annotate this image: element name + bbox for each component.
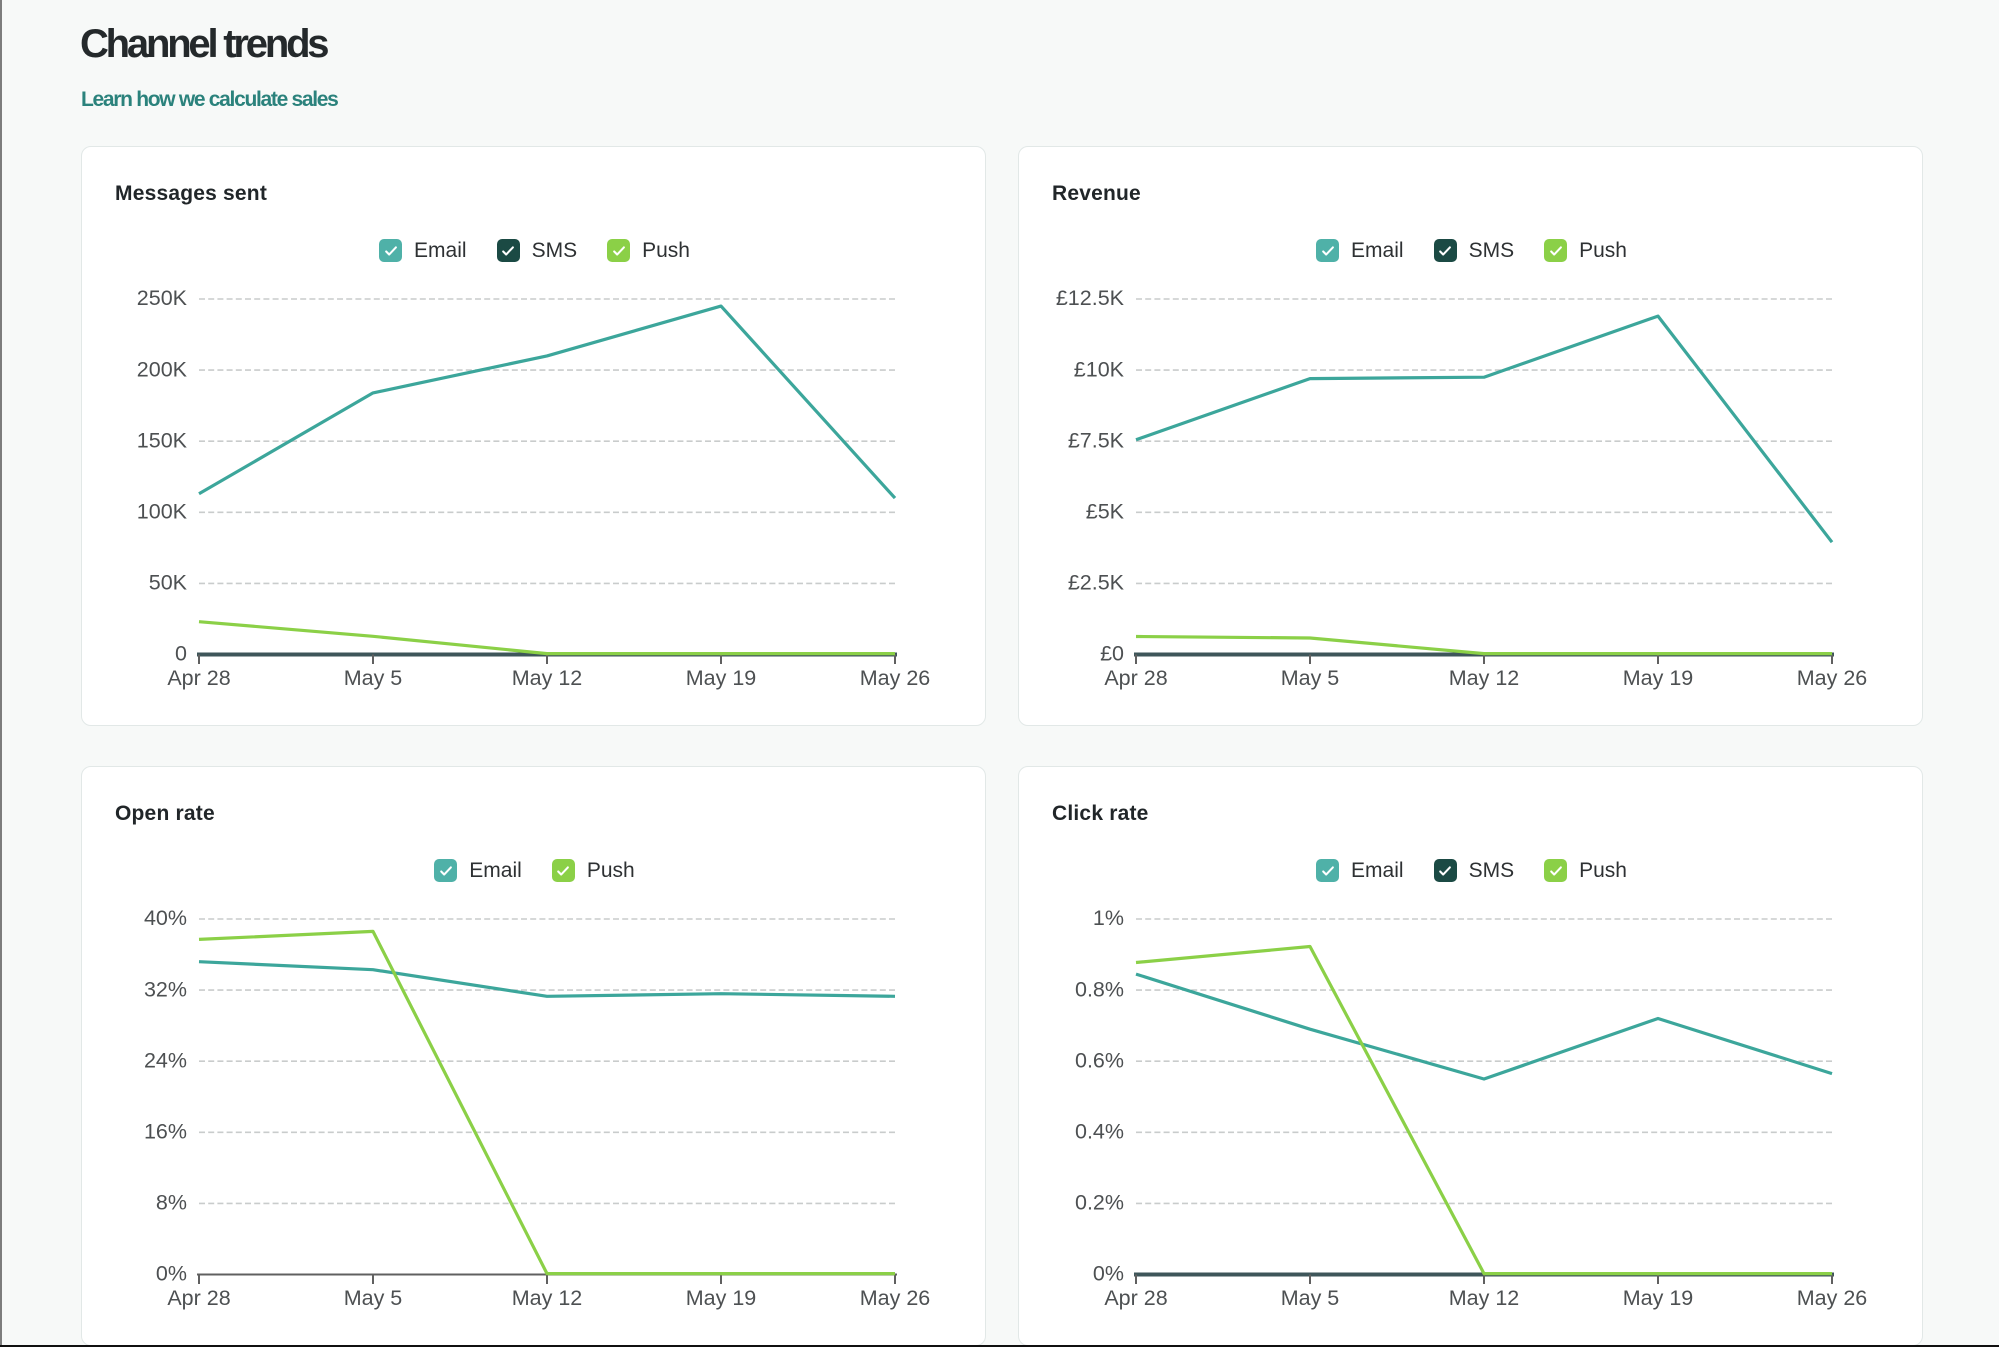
svg-text:Apr 28: Apr 28 xyxy=(1104,666,1167,690)
svg-text:16%: 16% xyxy=(144,1120,187,1144)
svg-text:32%: 32% xyxy=(144,977,187,1001)
svg-text:May 26: May 26 xyxy=(1797,666,1868,690)
svg-text:May 12: May 12 xyxy=(1449,1286,1520,1310)
svg-text:May 26: May 26 xyxy=(1797,1286,1868,1310)
svg-text:250K: 250K xyxy=(137,286,188,310)
svg-text:1%: 1% xyxy=(1093,906,1124,930)
svg-text:May 26: May 26 xyxy=(860,666,931,690)
svg-text:Apr 28: Apr 28 xyxy=(167,1286,230,1310)
svg-text:150K: 150K xyxy=(137,428,188,452)
svg-text:£0: £0 xyxy=(1100,642,1124,666)
svg-text:0: 0 xyxy=(175,642,187,666)
svg-text:May 5: May 5 xyxy=(1281,1286,1340,1310)
svg-text:May 5: May 5 xyxy=(1281,666,1340,690)
svg-text:£2.5K: £2.5K xyxy=(1068,571,1125,595)
svg-text:£7.5K: £7.5K xyxy=(1068,428,1125,452)
svg-text:50K: 50K xyxy=(149,571,188,595)
svg-text:200K: 200K xyxy=(137,357,188,381)
svg-text:May 12: May 12 xyxy=(512,1286,583,1310)
svg-text:May 19: May 19 xyxy=(686,666,757,690)
svg-text:May 19: May 19 xyxy=(1623,1286,1694,1310)
svg-text:£12.5K: £12.5K xyxy=(1056,286,1125,310)
svg-text:24%: 24% xyxy=(144,1048,187,1072)
svg-text:40%: 40% xyxy=(144,906,187,930)
svg-text:May 12: May 12 xyxy=(512,666,583,690)
svg-text:8%: 8% xyxy=(156,1191,187,1215)
svg-text:£5K: £5K xyxy=(1086,500,1125,524)
svg-text:£10K: £10K xyxy=(1074,357,1125,381)
svg-text:May 5: May 5 xyxy=(344,666,403,690)
svg-text:May 12: May 12 xyxy=(1449,666,1520,690)
svg-text:May 26: May 26 xyxy=(860,1286,931,1310)
svg-text:Apr 28: Apr 28 xyxy=(1104,1286,1167,1310)
svg-text:May 19: May 19 xyxy=(686,1286,757,1310)
svg-text:0.6%: 0.6% xyxy=(1075,1048,1124,1072)
svg-text:May 5: May 5 xyxy=(344,1286,403,1310)
svg-text:0.4%: 0.4% xyxy=(1075,1120,1124,1144)
svg-text:0%: 0% xyxy=(1093,1262,1124,1286)
svg-text:0%: 0% xyxy=(156,1262,187,1286)
svg-text:0.2%: 0.2% xyxy=(1075,1191,1124,1215)
svg-text:Apr 28: Apr 28 xyxy=(167,666,230,690)
svg-text:100K: 100K xyxy=(137,500,188,524)
svg-text:May 19: May 19 xyxy=(1623,666,1694,690)
svg-text:0.8%: 0.8% xyxy=(1075,977,1124,1001)
